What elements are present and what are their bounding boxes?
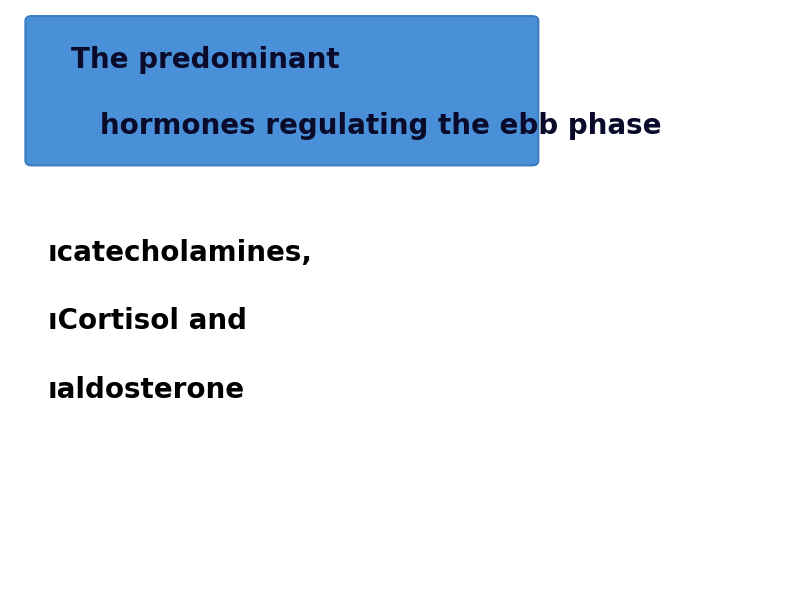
Text: The predominant: The predominant [71, 46, 340, 74]
Text: ıcatecholamines,: ıcatecholamines, [48, 239, 313, 267]
Text: ıCortisol and: ıCortisol and [48, 307, 247, 336]
Text: ıaldosterone: ıaldosterone [48, 375, 245, 404]
Text: hormones regulating the ebb phase: hormones regulating the ebb phase [71, 112, 662, 140]
FancyBboxPatch shape [25, 16, 538, 165]
